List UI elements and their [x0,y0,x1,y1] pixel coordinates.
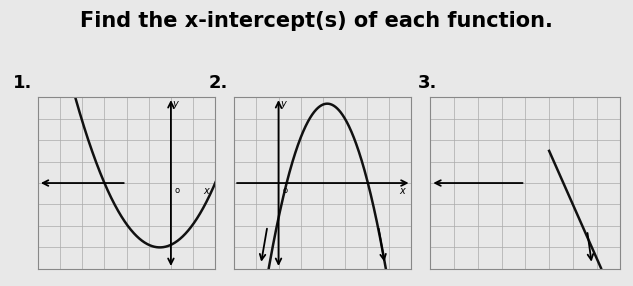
Text: 2.: 2. [209,74,229,92]
Text: o: o [175,186,180,195]
Text: 1.: 1. [13,74,32,92]
Text: x: x [203,186,210,196]
Text: Find the x-intercept(s) of each function.: Find the x-intercept(s) of each function… [80,11,553,31]
Text: 3.: 3. [418,74,437,92]
Text: o: o [282,186,288,195]
Text: y: y [172,99,179,109]
Text: y: y [280,99,286,109]
Text: x: x [399,186,406,196]
